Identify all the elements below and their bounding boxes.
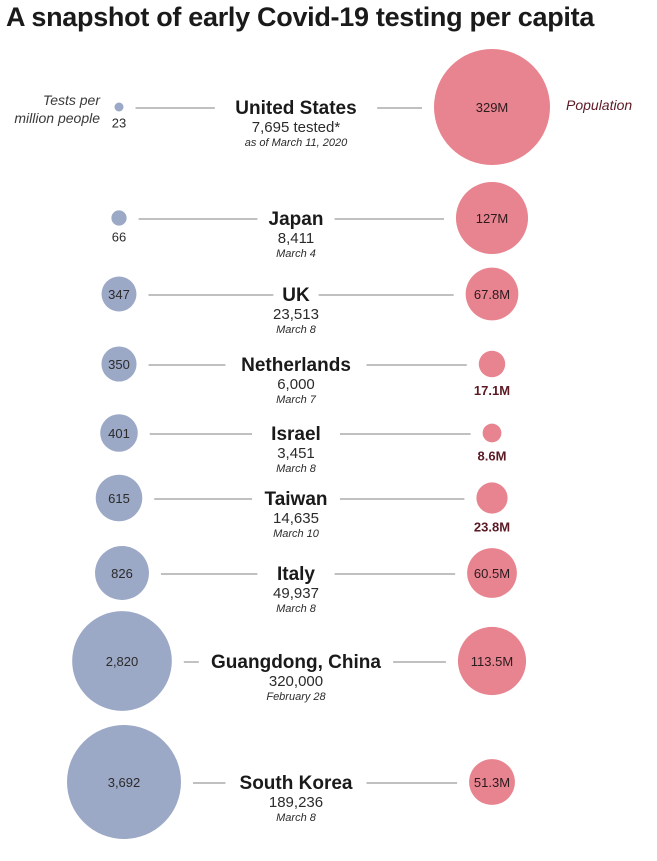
test-date: March 4 — [276, 248, 316, 260]
tests-value-label: 23 — [112, 116, 126, 131]
tests-value-label: 350 — [108, 357, 130, 372]
test-date: as of March 11, 2020 — [245, 137, 348, 149]
country-name: Japan — [269, 209, 324, 230]
tested-count: 189,236 — [269, 794, 323, 811]
tests-value-label: 2,820 — [106, 654, 139, 669]
population-bubble — [455, 181, 529, 255]
test-date: March 8 — [276, 324, 317, 336]
population-value-label: 67.8M — [474, 287, 510, 302]
test-date: March 8 — [276, 812, 317, 824]
country-name: UK — [282, 285, 310, 306]
tested-count: 49,937 — [273, 585, 319, 602]
tested-count: 23,513 — [273, 306, 319, 323]
population-legend: Population — [566, 97, 632, 113]
country-name: Taiwan — [265, 489, 328, 510]
test-date: March 10 — [273, 528, 320, 540]
population-value-label: 127M — [476, 211, 509, 226]
row-guangdong-china: 2,820 113.5M Guangdong, China320,000Februa… — [72, 611, 527, 711]
tests-value-label: 615 — [108, 491, 130, 506]
tested-count: 6,000 — [277, 376, 315, 393]
tests-value-label: 826 — [111, 566, 133, 581]
tests-bubble — [101, 276, 137, 312]
tests-bubble — [101, 346, 137, 382]
tested-count: 3,451 — [277, 445, 315, 462]
tests-value-label: 3,692 — [108, 775, 141, 790]
population-value-label: 8.6M — [478, 448, 507, 463]
tested-count: 320,000 — [269, 673, 323, 690]
tests-bubble — [67, 725, 181, 839]
population-bubble — [465, 267, 519, 321]
chart-title: A snapshot of early Covid-19 testing per… — [6, 2, 595, 32]
legend: Tests per million people Population — [14, 92, 632, 126]
test-date: March 7 — [276, 394, 317, 406]
test-date: March 8 — [276, 463, 317, 475]
country-name: Italy — [277, 564, 315, 585]
population-value-label: 113.5M — [471, 654, 513, 669]
tests-bubble — [95, 546, 149, 600]
population-bubble — [467, 548, 517, 598]
tests-value-label: 66 — [112, 230, 126, 245]
population-bubble — [478, 350, 506, 378]
population-value-label: 17.1M — [474, 383, 510, 398]
country-name: Israel — [271, 424, 321, 445]
population-value-label: 23.8M — [474, 520, 510, 535]
test-date: March 8 — [276, 603, 317, 615]
population-bubble — [434, 49, 550, 165]
tested-count: 14,635 — [273, 510, 319, 527]
tests-bubble — [95, 474, 143, 522]
population-bubble — [469, 759, 515, 805]
country-name: Netherlands — [241, 355, 351, 376]
population-bubble — [482, 423, 502, 443]
country-name: Guangdong, China — [211, 652, 381, 673]
tests-bubble — [114, 102, 124, 112]
population-bubble — [476, 482, 508, 514]
population-value-label: 60.5M — [474, 566, 510, 581]
population-bubble — [457, 626, 527, 696]
tests-legend-line-2: million people — [14, 110, 100, 126]
country-name: South Korea — [240, 773, 353, 794]
tests-value-label: 401 — [108, 426, 130, 441]
population-value-label: 51.3M — [474, 775, 510, 790]
country-name: United States — [235, 98, 356, 119]
population-value-label: 329M — [476, 100, 509, 115]
tests-legend-line-1: Tests per — [43, 92, 101, 108]
tests-bubble — [100, 414, 138, 452]
test-date: February 28 — [266, 691, 326, 703]
tested-count: 8,411 — [278, 230, 314, 247]
tests-value-label: 347 — [108, 287, 130, 302]
tests-bubble — [72, 611, 172, 711]
tests-bubble — [111, 210, 127, 226]
tested-count: 7,695 tested* — [252, 119, 341, 136]
